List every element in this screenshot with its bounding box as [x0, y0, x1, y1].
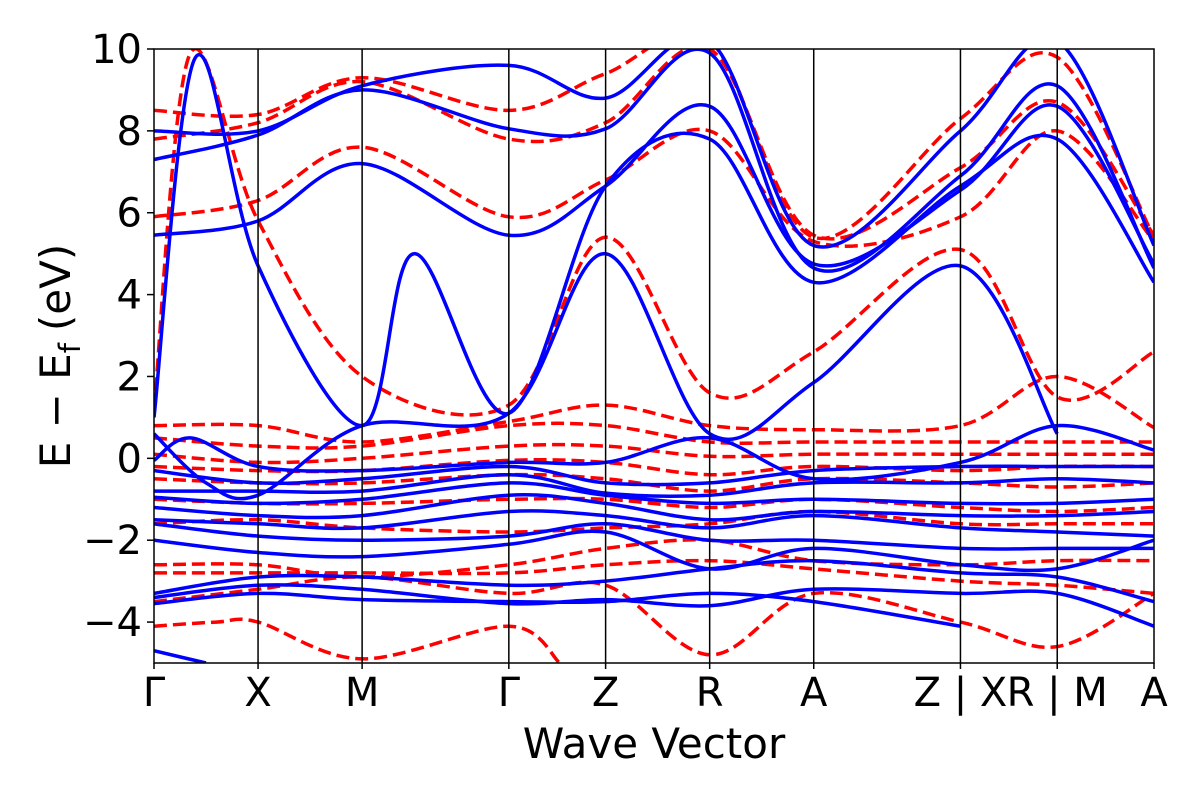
y-axis-label-unit: (eV): [31, 244, 80, 331]
dashed-band-0: [154, 617, 562, 663]
x-tick-label-7: Z | X: [914, 670, 1008, 716]
solid-band-14: [154, 103, 1154, 268]
y-tick-label-1: −2: [83, 518, 142, 564]
y-tick-label-5: 6: [117, 191, 142, 237]
kpoint-separators: [257, 49, 1058, 663]
bands-layer: [154, 49, 1154, 663]
dashed-band-1: [154, 575, 1154, 657]
x-tick-label-1: X: [244, 670, 271, 716]
y-axis-label-subscript: f: [53, 342, 87, 353]
x-tick-label-4: Z: [592, 670, 619, 716]
solid-band-3: [154, 558, 1154, 604]
solid-band-5: [154, 522, 1154, 551]
plot-frame: [153, 48, 1155, 664]
y-tick-label-7: 10: [91, 27, 142, 73]
y-tick-label-3: 2: [117, 354, 142, 400]
y-axis-ticks: −4 −2 0 2 4 6 8 10: [83, 27, 154, 646]
x-tick-label-8: R | M: [1007, 670, 1108, 716]
x-tick-label-6: A: [800, 670, 828, 716]
dashed-band-13: [154, 49, 1154, 241]
solid-band-6: [154, 509, 1154, 538]
y-axis-label-main: E − E: [31, 353, 80, 468]
x-tick-label-2: M: [345, 670, 380, 716]
dashed-band-9: [154, 421, 1154, 450]
y-tick-label-2: 0: [117, 436, 142, 482]
x-tick-label-5: R: [696, 670, 724, 716]
y-tick-label-0: −4: [83, 600, 142, 646]
solid-band-9: [154, 472, 1154, 498]
dashed-band-4: [154, 509, 1154, 534]
solid-band-2: [154, 583, 1154, 628]
x-tick-label-0: Γ: [143, 670, 166, 716]
dashed-band-3: [154, 538, 1154, 579]
solid-band-10: [154, 464, 1154, 487]
solid-band-8: [154, 481, 1154, 506]
x-tick-label-3: Γ: [498, 670, 521, 716]
x-axis-label: Wave Vector: [523, 719, 786, 768]
y-tick-label-4: 4: [117, 273, 142, 319]
y-axis-label: E − Ef (eV): [31, 244, 87, 469]
solid-band-16: [154, 49, 1154, 249]
x-tick-label-9: A: [1140, 670, 1168, 716]
solid-band-7: [154, 493, 1154, 522]
y-tick-label-6: 8: [117, 109, 142, 155]
solid-band-13: [154, 52, 1154, 428]
dashed-band-10: [154, 374, 1154, 444]
solid-band-4: [154, 529, 1154, 573]
